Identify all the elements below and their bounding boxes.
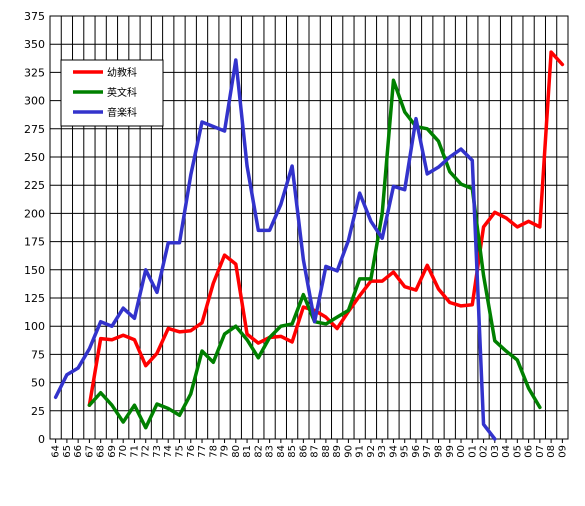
y-tick-label: 25 [31,405,45,418]
x-tick-label: 93 [377,445,388,458]
x-tick-label: 98 [434,445,445,458]
x-tick-label: 86 [298,445,309,458]
y-tick-label: 125 [24,292,45,305]
x-tick-label: 80 [231,445,242,458]
y-tick-label: 100 [24,320,45,333]
x-tick-label: 87 [310,445,321,458]
x-tick-label: 85 [287,445,298,458]
x-tick-label: 76 [186,445,197,458]
x-tick-label: 81 [242,445,253,458]
x-tick-label: 70 [118,445,129,458]
y-tick-label: 375 [24,10,45,23]
y-tick-label: 150 [24,264,45,277]
y-axis-ticks: 0 25 50 75 100 125 150 175 200 225 250 275 300 325 350… [24,10,45,446]
x-tick-label: 88 [321,445,332,458]
x-tick-label: 75 [175,445,186,458]
x-tick-label: 64 [51,445,62,458]
x-tick-label: 71 [129,445,140,458]
x-tick-label: 94 [388,445,399,458]
series-line [87,50,565,407]
series-lines [53,50,565,441]
y-tick-label: 200 [24,207,45,220]
x-tick-label: 82 [253,445,264,458]
x-tick-label: 97 [422,445,433,458]
x-tick-label: 79 [220,445,231,458]
x-tick-label: 74 [163,445,174,458]
y-tick-label: 175 [24,236,45,249]
x-tick-label: 05 [512,445,523,458]
x-tick-label: 03 [490,445,501,458]
y-tick-label: 250 [24,151,45,164]
y-tick-label: 350 [24,38,45,51]
x-tick-label: 06 [524,445,535,458]
x-tick-label: 04 [501,445,512,458]
x-tick-label: 68 [96,445,107,458]
legend-label: 音楽科 [107,106,137,119]
x-tick-label: 90 [343,445,354,458]
legend-label: 英文科 [107,86,137,99]
plot-area-border [49,15,569,440]
x-tick-label: 09 [557,445,568,458]
x-tick-label: 91 [355,445,366,458]
series-line [53,58,497,441]
x-tick-label: 08 [546,445,557,458]
x-tick-label: 66 [73,445,84,458]
x-tick-label: 96 [411,445,422,458]
x-tick-label: 89 [332,445,343,458]
x-tick-label: 01 [467,445,478,458]
x-tick-label: 67 [84,445,95,458]
series-line [87,78,542,430]
x-tick-label: 99 [445,445,456,458]
y-tick-label: 0 [38,433,45,446]
y-tick-label: 325 [24,66,45,79]
x-tick-label: 95 [400,445,411,458]
x-tick-label: 78 [208,445,219,458]
grid [49,15,569,440]
x-tick-label: 72 [141,445,152,458]
x-tick-label: 84 [276,445,287,458]
x-tick-label: 92 [366,445,377,458]
x-tick-label: 02 [479,445,490,458]
x-tick-label: 00 [456,445,467,458]
y-tick-label: 75 [31,348,45,361]
y-tick-label: 275 [24,123,45,136]
x-tick-label: 77 [197,445,208,458]
x-tick-label: 69 [107,445,118,458]
x-tick-label: 65 [62,445,73,458]
y-tick-label: 225 [24,179,45,192]
legend-label: 幼教科 [107,66,137,79]
y-tick-label: 50 [31,377,45,390]
x-tick-label: 83 [265,445,276,458]
x-tick-label: 07 [535,445,546,458]
x-axis-ticks: 64 65 66 67 68 69 70 71 72 73 74 75 76 77 78 79 80 81 82 83… [51,439,568,458]
y-tick-label: 300 [24,95,45,108]
x-tick-label: 73 [152,445,163,458]
